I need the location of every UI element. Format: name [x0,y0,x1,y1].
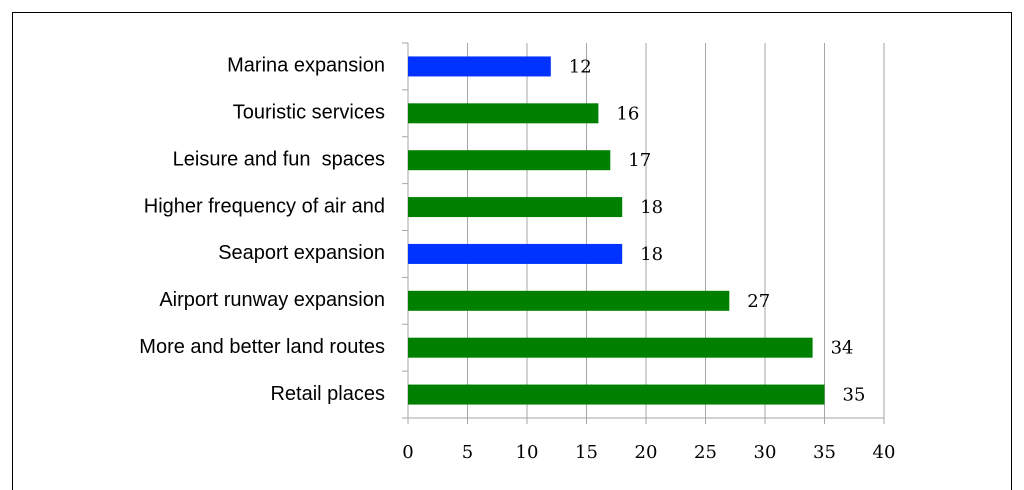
bar [408,337,813,358]
data-label: 27 [747,291,770,312]
bar [408,150,611,171]
data-label: 16 [616,103,639,124]
data-label: 17 [628,150,651,171]
y-tick-label: Marina expansion [227,55,385,77]
x-tick-label: 40 [873,442,896,463]
bar [408,56,551,77]
chart-border [12,12,1012,490]
x-tick-label: 30 [754,442,777,463]
y-tick-label: Retail places [270,383,385,405]
bar [408,384,825,405]
y-tick-label: More and better land routes [139,336,385,358]
x-tick-label: 10 [516,442,539,463]
x-tick-label: 35 [813,442,836,463]
y-tick-label: Touristic services [233,102,385,124]
data-label: 35 [843,385,866,406]
data-label: 18 [640,197,663,218]
y-tick-label: Higher frequency of air and [144,195,385,217]
y-tick-label: Leisure and fun spaces [173,148,385,170]
y-tick-label: Airport runway expansion [159,289,385,311]
x-tick-label: 25 [694,442,717,463]
bar [408,243,623,264]
x-tick-label: 0 [402,442,413,463]
bar [408,197,623,218]
x-tick-label: 5 [462,442,473,463]
x-tick-label: 15 [575,442,598,463]
y-tick-label: Seaport expansion [218,242,385,264]
bar [408,290,730,311]
data-label: 34 [831,338,854,359]
bar [408,103,599,124]
x-tick-label: 20 [635,442,658,463]
data-label: 12 [569,56,592,77]
data-label: 18 [640,244,663,265]
